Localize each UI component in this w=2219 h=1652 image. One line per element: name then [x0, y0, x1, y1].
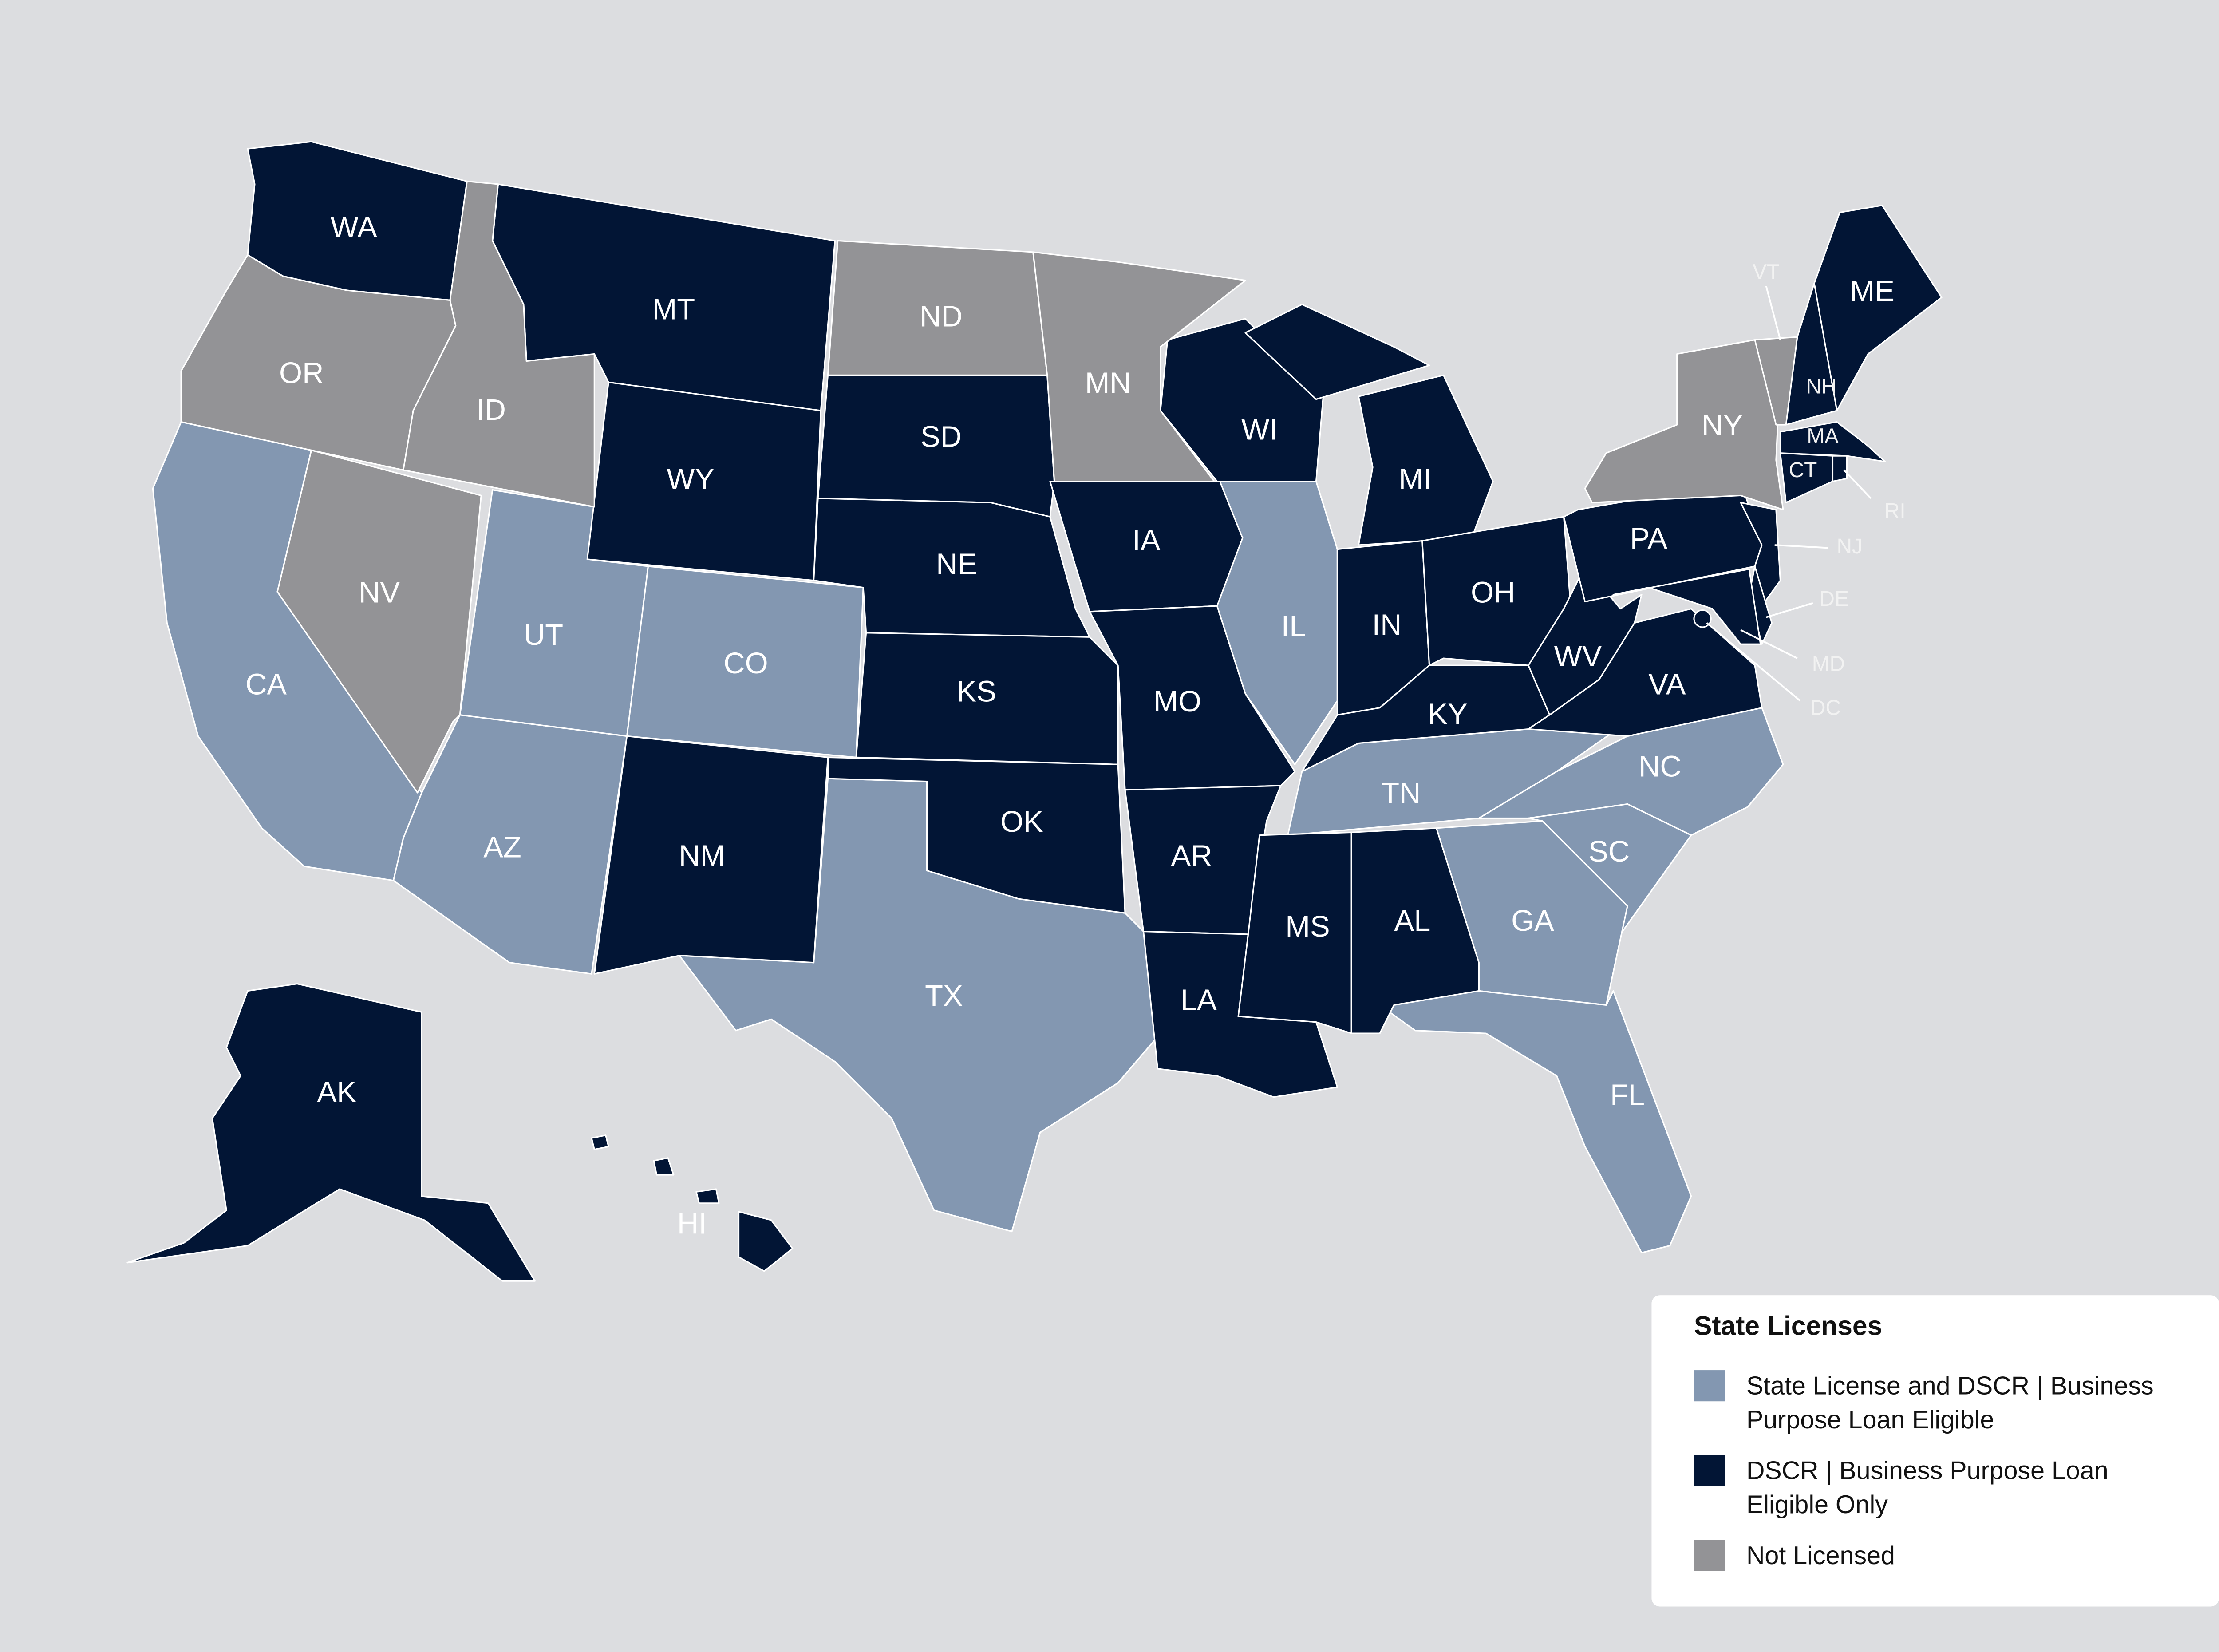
- state-label: AZ: [483, 830, 521, 864]
- state-label: LA: [1181, 984, 1217, 1017]
- state-va: [1528, 608, 1763, 737]
- state-label: ID: [476, 393, 506, 427]
- state-label: WY: [667, 462, 715, 496]
- state-label: SC: [1588, 835, 1630, 868]
- legend-frame: State Licenses State License and DSCR | …: [1651, 1295, 2219, 1607]
- state-label: GA: [1511, 904, 1554, 937]
- callout-line: [1766, 602, 1813, 618]
- state-vt: [1754, 336, 1798, 426]
- state-fl: [1379, 990, 1692, 1254]
- legend-swatch: [1694, 1455, 1725, 1486]
- state-ks: [855, 632, 1119, 765]
- state-me: [1813, 205, 1943, 411]
- state-label: NM: [679, 839, 725, 872]
- state-label: ND: [920, 300, 963, 333]
- state-label: WI: [1241, 413, 1278, 447]
- callout-line: [1706, 622, 1801, 702]
- state-label: MO: [1153, 685, 1201, 718]
- state-label: OR: [279, 356, 324, 390]
- state-label: TN: [1381, 777, 1421, 810]
- legend-title: State Licenses: [1694, 1312, 1883, 1342]
- state-label: MN: [1085, 366, 1131, 399]
- legend-label: DSCR | Business Purpose Loan Eligible On…: [1746, 1456, 2108, 1519]
- state-labels: CA AZ UT CO TX IL TN NC SC GA FL WA MT W…: [245, 211, 1906, 1241]
- state-label: SD: [920, 420, 962, 454]
- state-id: [403, 180, 595, 508]
- state-ok: [827, 756, 1126, 914]
- state-md: [1612, 568, 1761, 645]
- state-label: NJ: [1836, 535, 1862, 558]
- state-label: KS: [957, 675, 996, 708]
- legend-label: Not Licensed: [1746, 1541, 1895, 1570]
- state-label: IA: [1132, 523, 1161, 557]
- state-label: VT: [1753, 260, 1780, 284]
- state-label: TX: [925, 979, 963, 1012]
- state-label: NH: [1806, 375, 1836, 399]
- states: [126, 141, 1943, 1282]
- state-label: NC: [1639, 750, 1682, 783]
- legend-swatch: [1694, 1540, 1725, 1571]
- state-label: OK: [1000, 805, 1043, 838]
- callout-line: [1740, 629, 1798, 659]
- state-ak: [126, 983, 536, 1282]
- state-mo: [1089, 605, 1296, 791]
- state-label: CT: [1789, 458, 1817, 482]
- legend-item: State License and DSCR | Business Purpos…: [1694, 1369, 2191, 1437]
- legend-item: DSCR | Business Purpose Loan Eligible On…: [1694, 1454, 2191, 1522]
- state-ma: [1779, 421, 1886, 462]
- state-mn: [1032, 251, 1246, 482]
- callout-line: [1774, 544, 1828, 549]
- state-label: AR: [1171, 839, 1212, 872]
- state-label: OH: [1471, 576, 1515, 609]
- state-label: HI: [677, 1207, 707, 1241]
- state-label: MT: [652, 293, 695, 326]
- state-label: CA: [245, 668, 287, 701]
- legend: State Licenses State License and DSCR | …: [1651, 1295, 2219, 1607]
- callout-line: [1765, 285, 1781, 340]
- legend-swatch: [1694, 1370, 1725, 1402]
- state-nv: [276, 449, 482, 794]
- state-label: PA: [1630, 522, 1668, 555]
- state-label: NV: [359, 576, 400, 609]
- state-label: AL: [1394, 904, 1430, 937]
- state-label: DE: [1819, 587, 1848, 611]
- state-label: MD: [1812, 652, 1845, 676]
- state-label: MI: [1399, 462, 1432, 496]
- state-label: KY: [1428, 698, 1467, 731]
- state-label: WA: [331, 211, 378, 244]
- state-label: RI: [1884, 499, 1906, 523]
- state-label: MA: [1807, 424, 1839, 448]
- state-label: DC: [1810, 696, 1841, 720]
- legend-item: Not Licensed: [1694, 1539, 2191, 1573]
- state-label: VA: [1648, 668, 1686, 701]
- state-ri: [1832, 455, 1848, 482]
- state-label: NY: [1702, 409, 1743, 442]
- state-label: NE: [936, 548, 977, 581]
- state-label: MS: [1285, 910, 1330, 943]
- state-label: ME: [1850, 274, 1895, 308]
- state-label: IN: [1372, 609, 1402, 642]
- state-al: [1350, 827, 1480, 1034]
- state-label: WV: [1554, 640, 1602, 673]
- state-label: CO: [723, 647, 768, 680]
- state-hi: [591, 1134, 794, 1272]
- state-label: UT: [524, 618, 563, 652]
- state-label: FL: [1610, 1078, 1645, 1111]
- state-nm: [593, 735, 829, 975]
- callout-line: [1843, 469, 1872, 499]
- state-label: AK: [317, 1075, 356, 1109]
- state-label: IL: [1281, 610, 1306, 643]
- legend-label: State License and DSCR | Business Purpos…: [1746, 1371, 2154, 1434]
- callout-lines: [1706, 285, 1872, 702]
